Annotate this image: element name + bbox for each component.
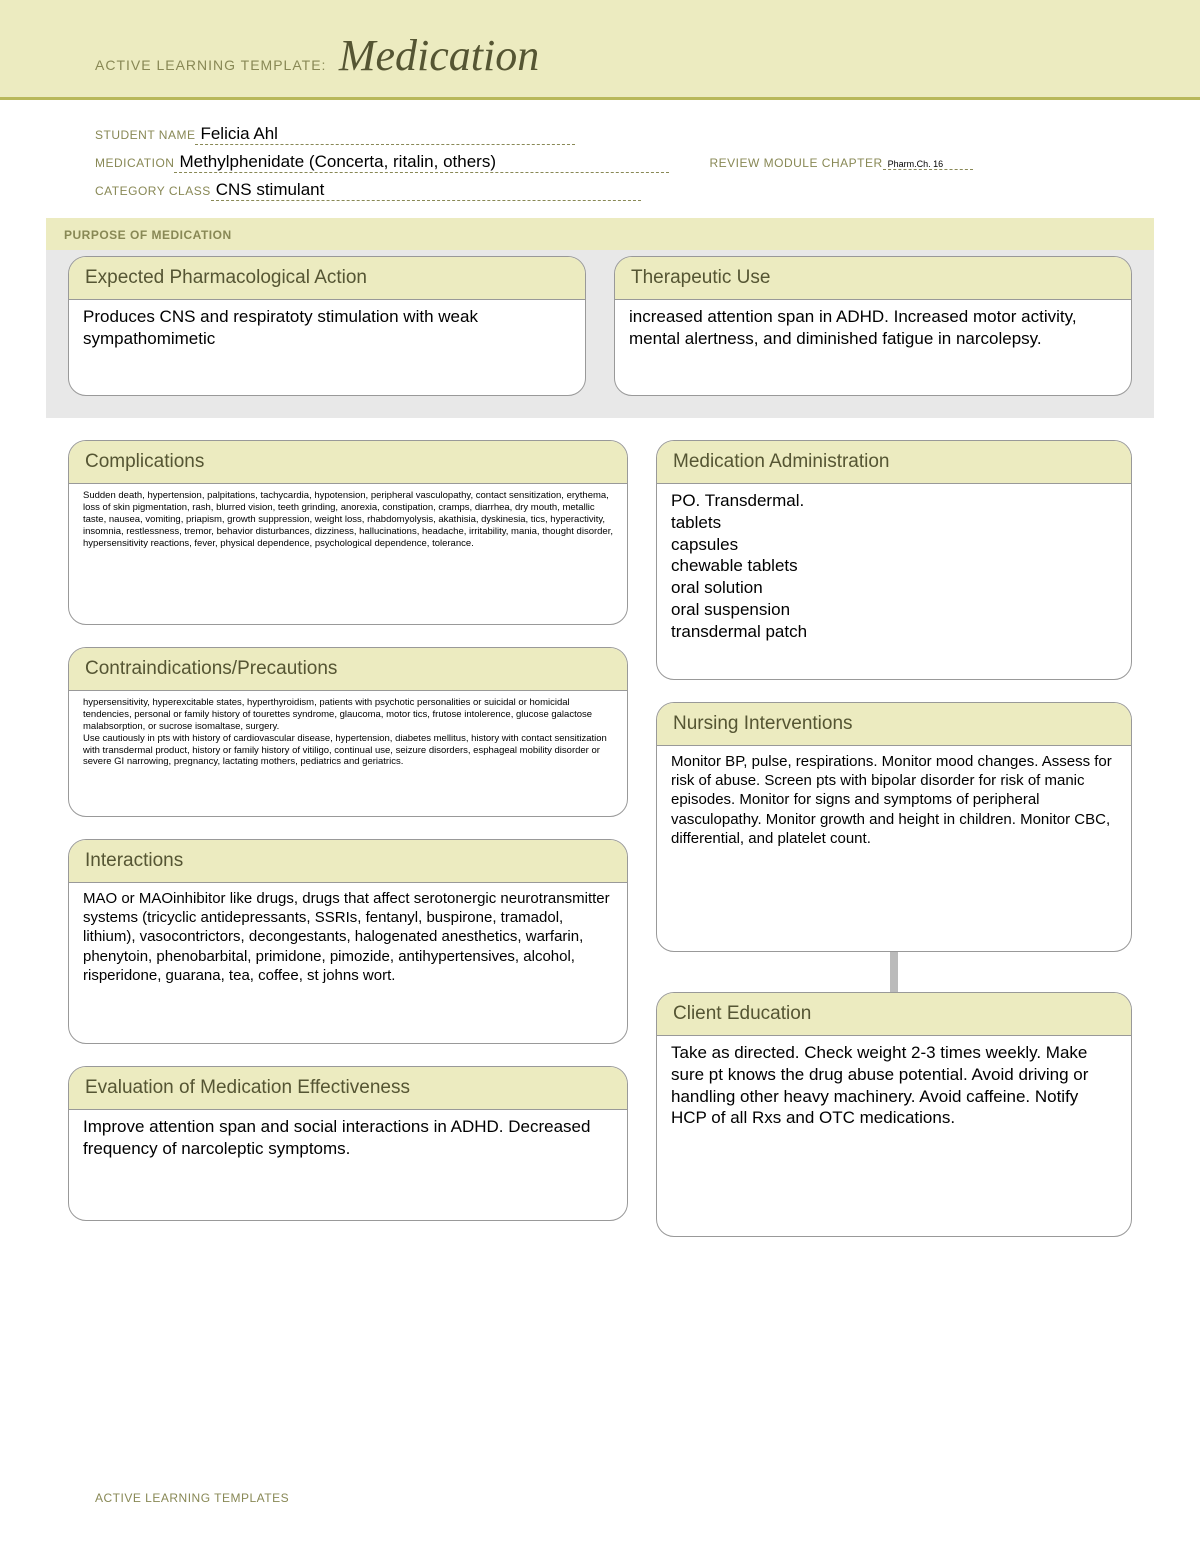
interactions-title: Interactions [69, 840, 627, 883]
client-education-title: Client Education [657, 993, 1131, 1036]
purpose-section-label: PURPOSE OF MEDICATION [46, 218, 1154, 250]
connector-line [890, 952, 898, 992]
nursing-interventions-title: Nursing Interventions [657, 703, 1131, 746]
left-column: Complications Sudden death, hypertension… [68, 440, 628, 1237]
pharmacological-action-card: Expected Pharmacological Action Produces… [68, 256, 586, 396]
footer-text: ACTIVE LEARNING TEMPLATES [95, 1491, 289, 1505]
interactions-body: MAO or MAOinhibitor like drugs, drugs th… [69, 883, 627, 999]
category-class-label: CATEGORY CLASS [95, 184, 211, 198]
category-class-value: CNS stimulant [211, 180, 641, 201]
right-column: Medication Administration PO. Transderma… [656, 440, 1132, 1237]
complications-title: Complications [69, 441, 627, 484]
administration-card: Medication Administration PO. Transderma… [656, 440, 1132, 680]
pharmacological-action-title: Expected Pharmacological Action [69, 257, 585, 300]
main-grid: Complications Sudden death, hypertension… [68, 440, 1132, 1237]
evaluation-body: Improve attention span and social intera… [69, 1110, 627, 1174]
evaluation-card: Evaluation of Medication Effectiveness I… [68, 1066, 628, 1221]
purpose-row: Expected Pharmacological Action Produces… [46, 250, 1154, 418]
therapeutic-use-card: Therapeutic Use increased attention span… [614, 256, 1132, 396]
administration-body: PO. Transdermal. tablets capsules chewab… [657, 484, 1131, 656]
contraindications-card: Contraindications/Precautions hypersensi… [68, 647, 628, 817]
client-education-card: Client Education Take as directed. Check… [656, 992, 1132, 1237]
form-header: STUDENT NAME Felicia Ahl MEDICATION Meth… [0, 100, 1200, 218]
review-chapter-label: REVIEW MODULE CHAPTER [709, 156, 882, 170]
therapeutic-use-title: Therapeutic Use [615, 257, 1131, 300]
pharmacological-action-body: Produces CNS and respiratoty stimulation… [69, 300, 585, 364]
banner: ACTIVE LEARNING TEMPLATE: Medication [0, 0, 1200, 100]
nursing-interventions-card: Nursing Interventions Monitor BP, pulse,… [656, 702, 1132, 952]
banner-label: ACTIVE LEARNING TEMPLATE: [95, 57, 326, 73]
administration-title: Medication Administration [657, 441, 1131, 484]
student-name-value: Felicia Ahl [195, 124, 575, 145]
complications-body: Sudden death, hypertension, palpitations… [69, 484, 627, 563]
contraindications-title: Contraindications/Precautions [69, 648, 627, 691]
banner-title: Medication [339, 30, 539, 81]
interactions-card: Interactions MAO or MAOinhibitor like dr… [68, 839, 628, 1044]
client-education-body: Take as directed. Check weight 2-3 times… [657, 1036, 1131, 1143]
evaluation-title: Evaluation of Medication Effectiveness [69, 1067, 627, 1110]
review-chapter-value: Pharm.Ch. 16 [883, 159, 973, 170]
medication-label: MEDICATION [95, 156, 174, 170]
student-name-label: STUDENT NAME [95, 128, 195, 142]
therapeutic-use-body: increased attention span in ADHD. Increa… [615, 300, 1131, 364]
complications-card: Complications Sudden death, hypertension… [68, 440, 628, 625]
nursing-interventions-body: Monitor BP, pulse, respirations. Monitor… [657, 746, 1131, 862]
contraindications-body: hypersensitivity, hyperexcitable states,… [69, 691, 627, 782]
medication-value: Methylphenidate (Concerta, ritalin, othe… [174, 152, 669, 173]
